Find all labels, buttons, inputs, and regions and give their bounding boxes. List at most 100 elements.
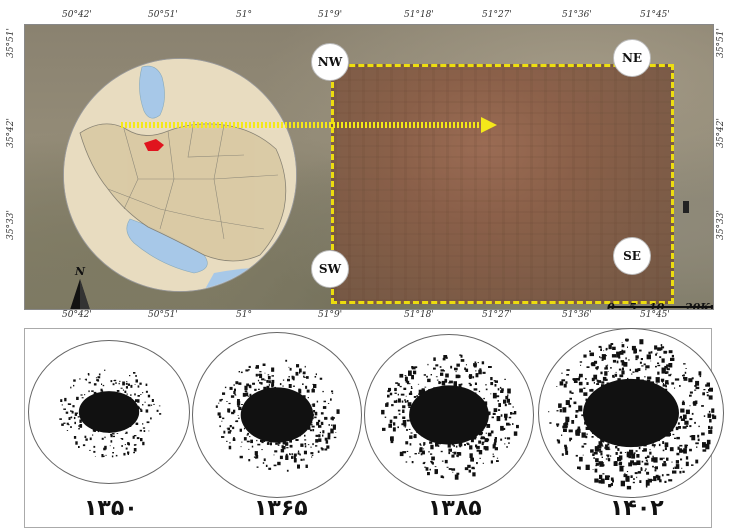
urban-pixel (237, 399, 240, 403)
urban-pixel (689, 435, 693, 438)
urban-pixel (434, 466, 437, 468)
urban-pixel (306, 376, 309, 379)
urban-pixel (88, 390, 90, 393)
urban-pixel (583, 387, 586, 389)
urban-pixel (460, 383, 463, 386)
urban-pixel (245, 369, 249, 372)
year-label-1402: ۱۴۰۲ (610, 496, 664, 521)
urban-pixel (402, 451, 407, 454)
urban-pixel (224, 386, 227, 389)
urban-pixel (654, 469, 657, 472)
urban-pixel (397, 383, 400, 386)
right-tick: 35°42' (716, 118, 726, 148)
urban-pixel (695, 459, 699, 464)
urban-pixel (492, 444, 496, 449)
corner-sw-label: SW (311, 250, 349, 288)
urban-pixel (261, 440, 264, 444)
urban-pixel (557, 439, 560, 442)
urban-pixel (233, 409, 236, 413)
urban-pixel (282, 379, 285, 381)
urban-pixel (697, 438, 700, 442)
urban-pixel (696, 446, 698, 448)
urban-pixel (642, 450, 645, 452)
urban-pixel (630, 462, 633, 466)
urban-pixel (452, 471, 454, 473)
urban-pixel (430, 444, 434, 450)
urban-pixel (68, 417, 71, 420)
urban-pixel (640, 468, 643, 471)
urban-pixel (252, 383, 254, 385)
urban-pixel (82, 444, 86, 447)
urban-pixel (682, 414, 687, 420)
urban-pixel (706, 394, 709, 397)
urban-pixel (676, 427, 678, 429)
urban-pixel (124, 444, 126, 446)
urban-pixel (658, 443, 661, 447)
urban-pixel (142, 404, 144, 406)
urban-pixel (599, 474, 603, 480)
urban-pixel (566, 419, 569, 422)
urban-pixel (291, 376, 295, 380)
urban-pixel (393, 422, 396, 426)
urban-pixel (266, 442, 270, 445)
urban-pixel (311, 456, 313, 458)
urban-pixel (561, 453, 564, 456)
urban-pixel (651, 479, 653, 481)
urban-pixel (125, 431, 128, 434)
urban-pixel (304, 365, 306, 368)
urban-pixel (405, 441, 409, 445)
bottom-tick: 51°18' (404, 310, 434, 320)
urban-pixel (625, 475, 630, 482)
urban-pixel (453, 451, 457, 455)
urban-pixel (142, 441, 145, 446)
urban-pixel (596, 368, 598, 371)
urban-pixel (226, 401, 228, 402)
urban-pixel (322, 390, 324, 393)
urban-pixel (652, 465, 654, 468)
urban-pixel (680, 418, 685, 421)
urban-pixel (331, 419, 334, 421)
urban-pixel (640, 358, 643, 361)
urban-pixel (95, 377, 98, 379)
urban-pixel (668, 374, 672, 377)
urban-pixel (451, 444, 455, 446)
urban-pixel (89, 437, 92, 441)
urban-pixel (397, 398, 401, 403)
urban-pixel (632, 371, 635, 373)
top-tick: 51°45' (640, 10, 670, 20)
urban-pixel (662, 441, 665, 444)
urban-pixel (325, 440, 329, 444)
urban-pixel (644, 456, 648, 459)
urban-pixel (621, 350, 626, 354)
urban-pixel (145, 390, 148, 393)
urban-pixel (711, 408, 715, 413)
urban-pixel (472, 437, 477, 440)
urban-pixel (440, 475, 444, 478)
urban-pixel (320, 412, 324, 415)
urban-pixel (428, 451, 430, 453)
urban-pixel (127, 442, 130, 445)
urban-pixel (150, 417, 152, 420)
urban-pixel (493, 442, 497, 446)
urban-pixel (665, 385, 667, 388)
urban-pixel (223, 430, 226, 434)
urban-pixel (475, 383, 477, 385)
urban-pixel (409, 435, 413, 438)
urban-pixel (229, 429, 232, 432)
urban-pixel (657, 475, 661, 481)
urban-pixel (271, 379, 275, 383)
urban-map-1385-svg (381, 354, 519, 480)
urban-pixel (497, 388, 500, 391)
urban-pixel (589, 352, 594, 357)
urban-pixel (601, 354, 606, 360)
urban-pixel (291, 453, 293, 456)
urban-pixel (562, 407, 567, 413)
urban-pixel (607, 371, 609, 372)
urban-pixel (67, 424, 70, 426)
urban-pixel (665, 380, 669, 385)
urban-pixel (430, 374, 432, 376)
urban-pixel (676, 436, 680, 440)
urban-pixel (295, 439, 299, 441)
bottom-tick: 51°45' (640, 310, 670, 320)
urban-pixel (259, 373, 263, 379)
